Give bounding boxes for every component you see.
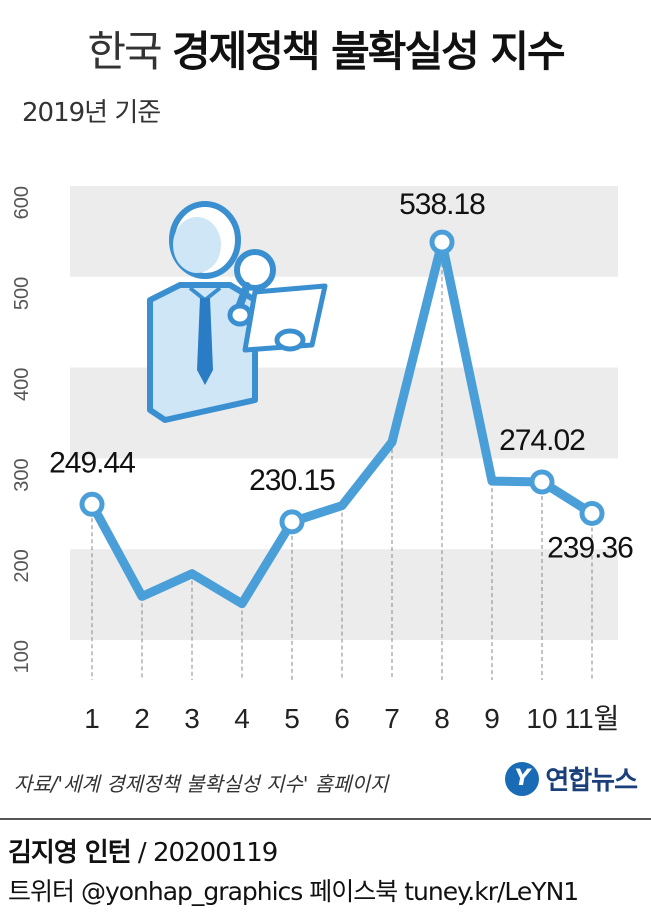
data-label: 230.15 xyxy=(249,464,335,497)
x-tick-label: 3 xyxy=(184,703,200,734)
y-tick-label: 300 xyxy=(11,458,33,491)
title-light: 한국 xyxy=(87,27,162,76)
data-point-marker xyxy=(429,229,455,255)
yonhap-logo-icon: Y xyxy=(505,761,540,796)
divider xyxy=(0,818,651,820)
x-tick-label: 2 xyxy=(134,703,150,734)
source-note: 자료/'세계 경제정책 불확실성 지수' 홈페이지 xyxy=(14,772,389,796)
x-axis-ticks: 1 2 3 4 5 6 7 8 9 10 11월 xyxy=(84,703,619,734)
yonhap-logo: Y 연합뉴스 xyxy=(505,760,638,797)
data-label: 274.02 xyxy=(499,424,585,457)
x-tick-label: 10 xyxy=(526,703,557,734)
data-labels: 249.44 230.15 538.18 274.02 239.36 xyxy=(49,188,634,564)
y-tick-label: 400 xyxy=(11,368,33,401)
x-tick-label: 1 xyxy=(84,703,100,734)
title-bold: 경제정책 불확실성 지수 xyxy=(171,27,566,76)
yonhap-logo-text: 연합뉴스 xyxy=(545,766,638,796)
credit-name: 김지영 인턴 xyxy=(8,838,132,868)
y-tick-label: 100 xyxy=(11,640,33,673)
x-tick-label: 8 xyxy=(434,703,450,734)
chart-subtitle: 2019년 기준 xyxy=(22,98,161,128)
y-tick-label: 600 xyxy=(11,186,33,219)
data-label: 538.18 xyxy=(399,188,485,221)
data-point-marker xyxy=(79,491,105,517)
x-tick-label: 6 xyxy=(334,703,350,734)
chart-title: 한국 경제정책 불확실성 지수 xyxy=(0,18,651,79)
data-point-marker xyxy=(579,500,605,526)
x-tick-label: 7 xyxy=(384,703,400,734)
x-tick-label: 5 xyxy=(284,703,300,734)
series-markers xyxy=(79,229,605,535)
x-tick-label: 11월 xyxy=(565,703,620,734)
x-tick-label: 4 xyxy=(234,703,250,734)
data-label: 249.44 xyxy=(49,446,135,479)
credit-date: / 20200119 xyxy=(130,838,278,868)
data-label: 239.36 xyxy=(547,531,633,564)
y-axis-ticks: 100 200 300 400 500 600 xyxy=(11,186,33,673)
y-tick-label: 200 xyxy=(11,549,33,582)
analyst-with-magnifier-and-document-icon xyxy=(147,201,328,423)
series-line xyxy=(87,237,597,609)
data-point-marker xyxy=(279,509,305,535)
line-chart: 100 200 300 400 500 600 1 2 3 4 5 6 7 8 9 10 11월 249.44… xyxy=(11,186,634,734)
grid-band xyxy=(70,186,618,277)
sns-line: 트위터 @yonhap_graphics 페이스북 tuney.kr/LeYN1 xyxy=(8,877,579,906)
x-tick-label: 9 xyxy=(484,703,500,734)
grid-band xyxy=(70,549,618,640)
y-tick-label: 500 xyxy=(11,277,33,310)
data-point-marker xyxy=(529,469,555,495)
guide-lines xyxy=(91,242,593,680)
credit-line: 김지영 인턴 / 20200119 xyxy=(8,832,278,869)
